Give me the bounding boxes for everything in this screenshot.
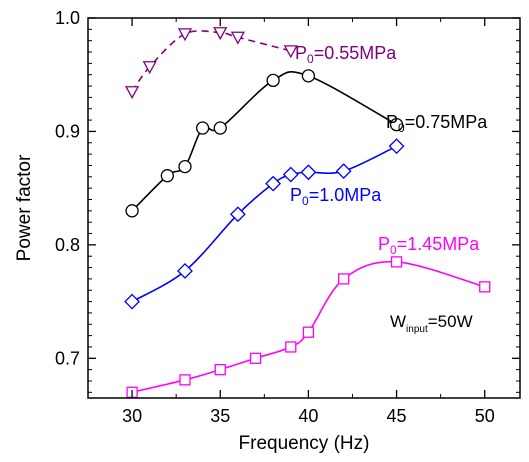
square-marker (302, 326, 315, 338)
series-labels: P0=0.55MPa P0=0.75MPa P0=1.0MPa P0=1.45M… (290, 43, 488, 335)
triangle-down-marker (142, 61, 157, 75)
x-tick-label: 35 (210, 406, 230, 426)
x-tick-label: 50 (475, 406, 495, 426)
series-3 (126, 256, 491, 398)
series-1 (125, 69, 404, 218)
plot-frame (87, 17, 521, 399)
series-line (131, 145, 397, 303)
plot-layer (124, 27, 491, 398)
circle-marker (125, 204, 139, 218)
square-marker (249, 352, 262, 364)
diamond-marker (282, 166, 299, 183)
circle-marker (178, 159, 192, 174)
square-marker (285, 341, 297, 353)
square-marker (479, 281, 491, 293)
y-tick-label: 0.8 (55, 235, 80, 255)
x-tick-label: 45 (387, 406, 407, 426)
diamond-marker (124, 293, 141, 310)
series-label-0.55mpa: P0=0.55MPa (295, 43, 397, 66)
series-label-1.45mpa: P0=1.45MPa (378, 234, 480, 257)
square-marker (179, 374, 191, 386)
circle-marker (160, 169, 174, 183)
x-tick-label: 30 (122, 406, 142, 426)
series-label-0.75mpa: P0=0.75MPa (386, 112, 488, 135)
triangle-down-marker (213, 27, 228, 41)
diamond-marker (335, 163, 352, 180)
diamond-marker (265, 175, 282, 192)
square-marker (214, 363, 226, 376)
series-2 (124, 138, 405, 310)
circle-marker (266, 73, 280, 88)
triangle-down-marker (283, 45, 298, 59)
circle-marker (213, 121, 227, 135)
x-axis-title: Frequency (Hz) (239, 433, 370, 454)
y-axis-title: Power factor (14, 154, 35, 261)
y-tick-label: 1.0 (55, 8, 80, 28)
diamond-marker (177, 263, 193, 279)
y-tick-label: 0.7 (55, 348, 80, 368)
series-0 (124, 27, 298, 100)
circle-marker (195, 121, 210, 135)
circle-marker (389, 117, 404, 132)
series-label-1.0mpa: P0=1.0MPa (290, 185, 382, 208)
input-power-annotation: Winput=50W (390, 312, 473, 335)
y-tick-label: 0.9 (55, 121, 80, 141)
square-marker (338, 273, 350, 285)
diamond-marker (300, 164, 317, 181)
x-tick-label: 40 (298, 406, 318, 426)
diamond-marker (388, 138, 405, 155)
triangle-down-marker (124, 86, 140, 100)
circle-marker (301, 69, 316, 83)
triangle-down-marker (177, 28, 193, 42)
axis-ticks: 30 35 40 45 50 0.7 0.8 0.9 1.0 (55, 8, 520, 426)
diamond-marker (229, 206, 246, 223)
triangle-down-marker (230, 31, 245, 45)
square-marker (390, 256, 403, 268)
